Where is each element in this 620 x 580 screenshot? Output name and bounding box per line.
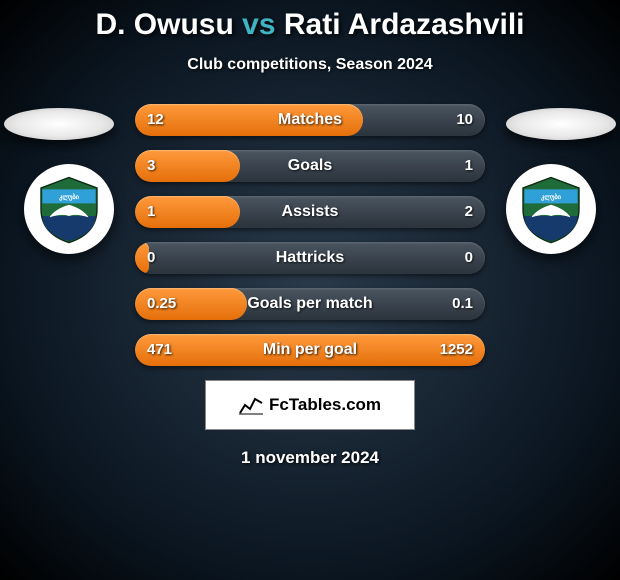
branding-text: FcTables.com [269,395,381,415]
comparison-arena: კლუბი კლუბი 1210Matches 31Goals 12Assists 0… [0,104,620,366]
snapshot-date: 1 november 2024 [0,448,620,468]
branding-box: FcTables.com [205,380,415,430]
stat-row: 4711252Min per goal [135,334,485,366]
player1-avatar [4,108,114,140]
player2-club-badge: კლუბი [506,164,596,254]
comparison-bars: 1210Matches 31Goals 12Assists 00Hattricks 0.… [135,104,485,366]
stat-label: Goals per match [135,288,485,320]
chart-icon [239,395,263,415]
page-title: D. Owusu vs Rati Ardazashvili [0,0,620,42]
shield-icon: კლუბი [516,174,586,244]
stat-label: Hattricks [135,242,485,274]
player2-name: Rati Ardazashvili [284,8,525,41]
stat-row: 0.250.1Goals per match [135,288,485,320]
shield-icon: კლუბი [34,174,104,244]
subtitle: Club competitions, Season 2024 [0,56,620,74]
player1-club-badge: კლუბი [24,164,114,254]
stat-row: 00Hattricks [135,242,485,274]
vs-separator: vs [242,8,275,41]
stat-label: Assists [135,196,485,228]
svg-text:კლუბი: კლუბი [59,193,79,201]
player1-name: D. Owusu [95,8,233,41]
stat-row: 1210Matches [135,104,485,136]
stat-row: 31Goals [135,150,485,182]
stat-label: Min per goal [135,334,485,366]
player2-avatar [506,108,616,140]
svg-text:კლუბი: კლუბი [541,193,561,201]
stat-row: 12Assists [135,196,485,228]
stat-label: Goals [135,150,485,182]
stat-label: Matches [135,104,485,136]
